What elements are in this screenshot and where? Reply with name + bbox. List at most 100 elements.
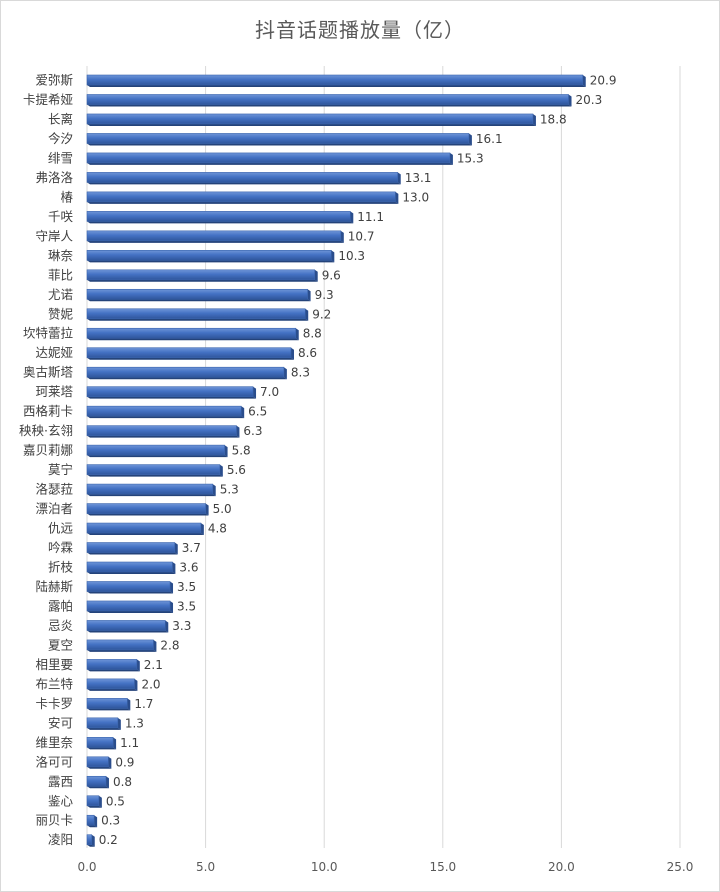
- bar-bottom: [87, 844, 95, 847]
- value-label: 3.5: [177, 599, 196, 613]
- value-label: 16.1: [476, 132, 503, 146]
- bar-side: [170, 581, 174, 594]
- bar-side: [174, 542, 178, 555]
- category-label: 坎特蕾拉: [23, 326, 74, 341]
- bar-side: [117, 717, 121, 730]
- bar-bottom: [87, 630, 169, 633]
- bar-bottom: [87, 221, 354, 224]
- category-label: 丽贝卡: [35, 813, 73, 828]
- bar: [86, 639, 154, 651]
- value-label: 9.3: [315, 288, 334, 302]
- bar-side: [236, 425, 240, 438]
- bar: [86, 542, 176, 553]
- bar-side: [172, 562, 176, 574]
- category-label: 夏空: [48, 637, 73, 652]
- bar-side: [165, 620, 169, 633]
- bar: [86, 230, 342, 242]
- bar-side: [134, 678, 138, 691]
- value-label: 2.1: [144, 658, 163, 672]
- bar: [86, 191, 396, 203]
- bar-bottom: [87, 104, 572, 107]
- bar-bottom: [87, 747, 117, 750]
- value-label: 0.2: [99, 833, 118, 847]
- bar: [86, 308, 306, 320]
- category-label: 凌阳: [48, 832, 73, 847]
- value-label: 6.3: [243, 424, 262, 438]
- category-label: 忌炎: [48, 618, 73, 633]
- bar-bottom: [87, 85, 586, 87]
- category-label: 莫宁: [48, 462, 73, 477]
- category-label: 露帕: [48, 598, 73, 613]
- bar-side: [91, 834, 95, 847]
- value-label: 20.3: [576, 93, 603, 107]
- category-label: 布兰特: [35, 676, 73, 691]
- bar-bottom: [87, 494, 216, 497]
- bar: [86, 288, 308, 300]
- x-tick-label: 25.0: [667, 860, 694, 874]
- bar: [86, 522, 202, 534]
- value-label: 9.6: [322, 268, 341, 282]
- bar: [86, 659, 138, 670]
- bar-side: [283, 367, 287, 380]
- category-label: 达妮娅: [35, 345, 73, 360]
- bar: [86, 834, 93, 846]
- bar: [86, 366, 285, 378]
- bar: [86, 581, 171, 592]
- value-label: 9.2: [312, 307, 331, 321]
- value-label: 15.3: [457, 151, 484, 165]
- bar-side: [94, 815, 98, 828]
- bar-side: [253, 386, 257, 399]
- value-label: 1.1: [120, 736, 139, 750]
- bar: [86, 74, 584, 86]
- bar-side: [113, 737, 117, 750]
- value-label: 3.7: [182, 541, 201, 555]
- value-label: 8.6: [298, 346, 317, 360]
- value-label: 4.8: [208, 522, 227, 536]
- category-label: 折枝: [48, 560, 74, 575]
- value-label: 0.9: [115, 755, 134, 769]
- category-label: 陆赫斯: [35, 579, 73, 594]
- bar-bottom: [87, 416, 245, 419]
- bar-side: [241, 406, 245, 419]
- bars: [86, 74, 586, 847]
- value-label: 11.1: [357, 210, 384, 224]
- category-label: 长离: [48, 111, 73, 126]
- bar: [86, 113, 534, 125]
- category-label: 安可: [48, 715, 73, 730]
- bar: [86, 717, 119, 729]
- bar-bottom: [87, 591, 174, 594]
- value-label: 5.0: [213, 502, 232, 516]
- category-label: 洛可可: [35, 754, 73, 769]
- bar: [86, 698, 128, 709]
- bar-side: [98, 795, 102, 808]
- bar-side: [350, 211, 354, 224]
- bar-bottom: [87, 162, 453, 165]
- bar: [86, 483, 214, 495]
- category-label: 奥古斯塔: [23, 365, 74, 380]
- bar: [86, 386, 254, 397]
- bar: [86, 814, 95, 826]
- bar-side: [340, 230, 344, 243]
- value-label: 0.8: [113, 775, 132, 789]
- bar-bottom: [87, 377, 287, 380]
- bar-side: [290, 347, 294, 360]
- value-label: 5.3: [220, 483, 239, 497]
- category-label: 琳奈: [48, 248, 74, 263]
- value-label: 20.9: [590, 74, 617, 88]
- value-label: 8.8: [303, 327, 322, 341]
- bar-side: [395, 191, 399, 204]
- category-label: 嘉贝莉娜: [23, 443, 73, 458]
- bar-bottom: [87, 727, 121, 730]
- category-label: 尤诺: [48, 287, 73, 302]
- bar-side: [127, 698, 131, 711]
- bar: [86, 250, 332, 261]
- bar: [86, 133, 470, 144]
- bar-bottom: [87, 357, 294, 360]
- value-label: 5.6: [227, 463, 246, 477]
- value-label: 8.3: [291, 366, 310, 380]
- category-label: 守岸人: [35, 228, 73, 243]
- bar-bottom: [87, 669, 140, 672]
- value-label: 7.0: [260, 385, 279, 399]
- value-label: 2.0: [141, 677, 160, 691]
